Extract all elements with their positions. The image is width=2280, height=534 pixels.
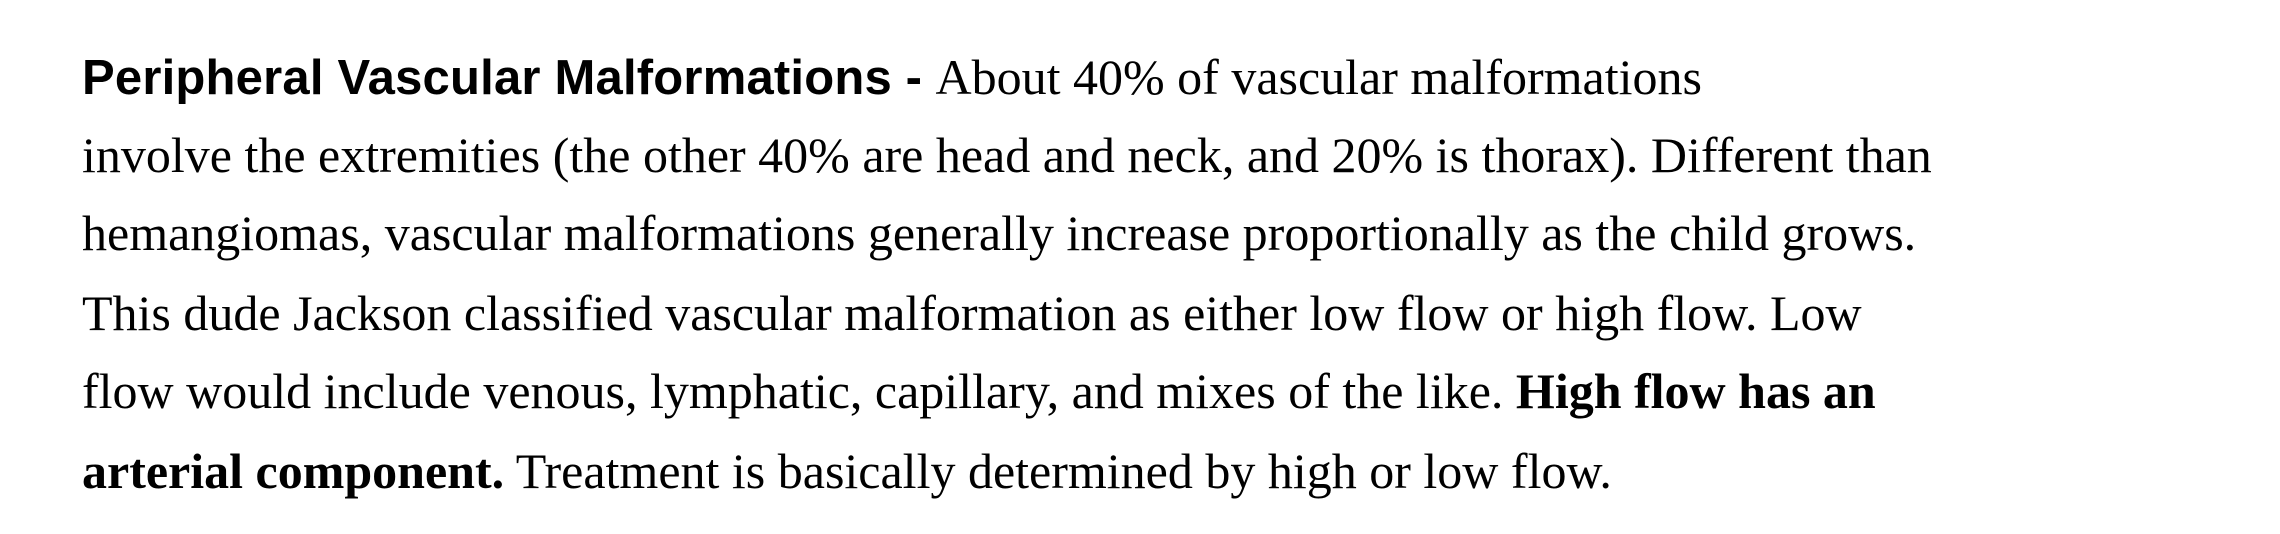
paragraph-line-1: Peripheral Vascular Malformations - Abou… xyxy=(82,52,1702,103)
paragraph-line-2: involve the extremities (the other 40% a… xyxy=(82,127,1932,183)
paragraph-line-5: flow would include venous, lymphatic, ca… xyxy=(82,366,1876,416)
paragraph-text: About 40% of vascular malformations xyxy=(935,49,1702,105)
emphasis-text: arterial component. xyxy=(82,443,505,499)
section-heading: Peripheral Vascular Malformations xyxy=(82,51,892,105)
heading-dash: - xyxy=(891,51,936,105)
paragraph-line-3: hemangiomas, vascular malformations gene… xyxy=(82,205,1917,261)
paragraph-line-6: arterial component. Treatment is basical… xyxy=(82,446,1612,496)
paragraph-text: flow would include venous, lymphatic, ca… xyxy=(82,363,1516,419)
emphasis-text: High flow has an xyxy=(1515,363,1876,419)
paragraph-line-4: This dude Jackson classified vascular ma… xyxy=(82,285,1862,341)
paragraph-text: Treatment is basically determined by hig… xyxy=(504,443,1612,499)
